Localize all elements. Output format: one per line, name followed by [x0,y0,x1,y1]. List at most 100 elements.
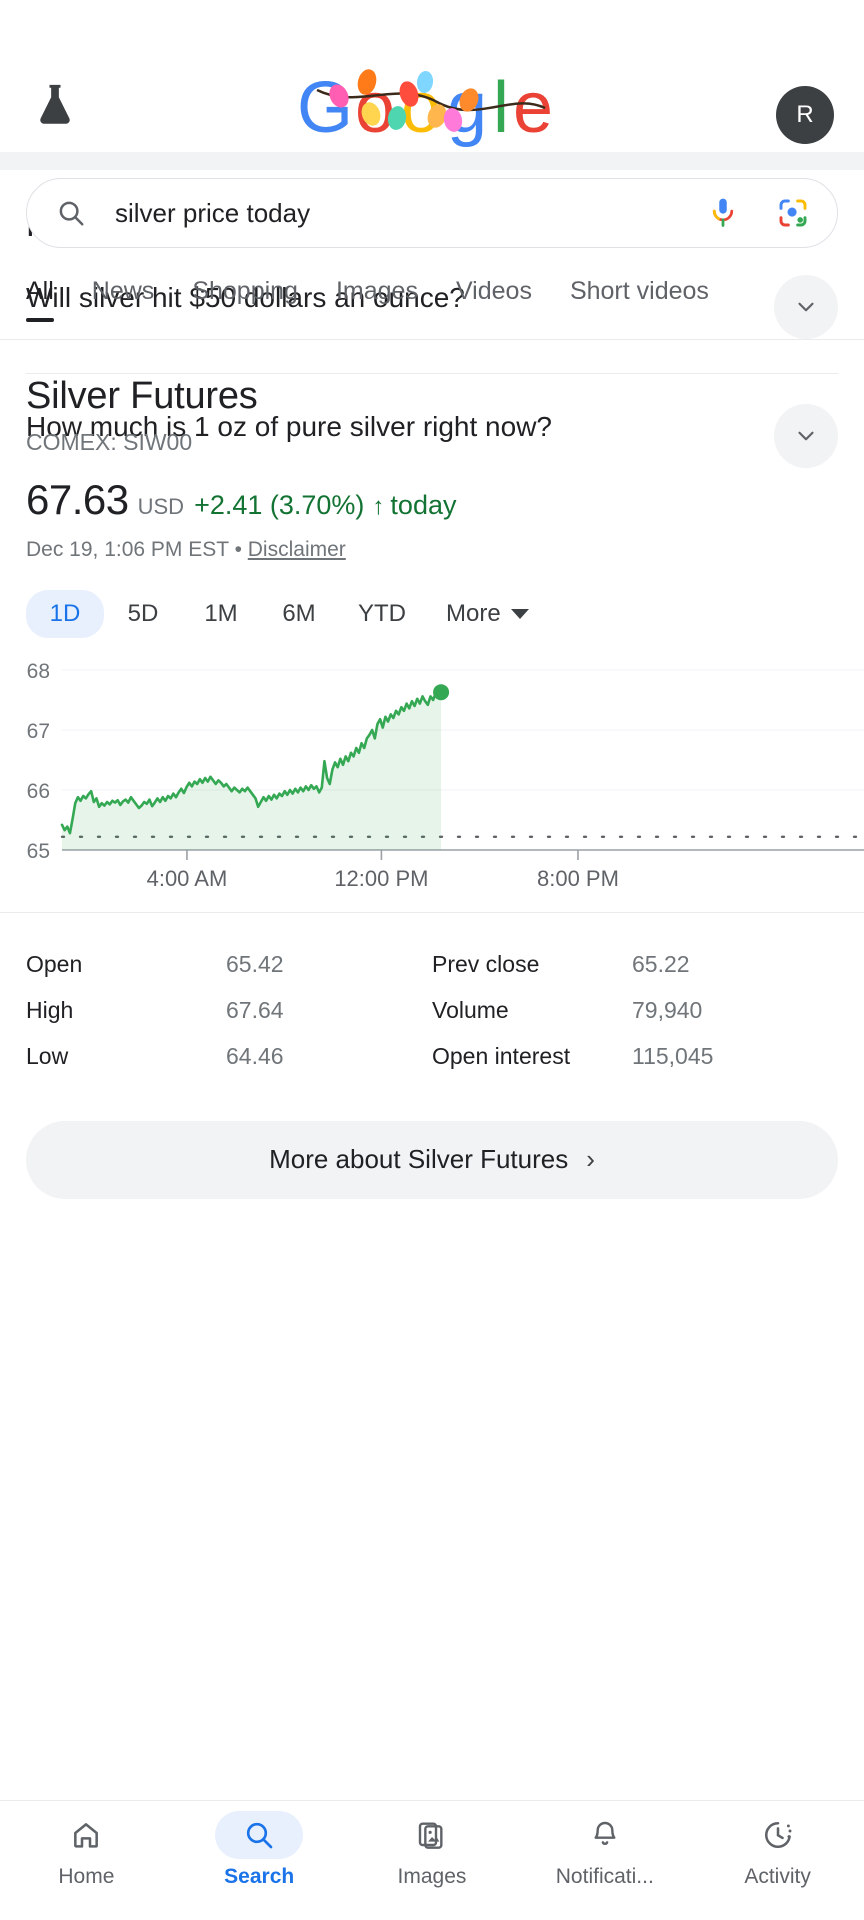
nav-label-home: Home [58,1865,115,1888]
table-row: High 67.64 [26,987,432,1033]
tab-all[interactable]: All [26,270,54,322]
nav-label-images: Images [397,1865,467,1888]
nav-item-images[interactable]: Images [346,1811,519,1889]
price-change: +2.41 (3.70%) [194,489,365,520]
tab-short-videos[interactable]: Short videos [569,277,709,305]
chevron-down-icon [510,608,529,619]
table-row: Prev close 65.22 [432,941,838,987]
y-axis-tick-label: 66 [27,780,50,803]
flask-icon [33,80,77,135]
stats-table: Open 65.42 High 67.64 Low 64.46 Prev clo… [0,913,864,1085]
chart-range-selector[interactable]: 1D 5D 1M 6M YTD More [26,589,838,638]
activity-icon [734,1811,822,1859]
microphone-icon[interactable] [701,191,745,235]
nav-item-home[interactable]: Home [0,1811,173,1889]
google-doodle-logo[interactable]: G o o g l e [0,68,864,148]
stat-label-volume: Volume [432,996,509,1023]
svg-text:l: l [493,68,509,148]
paa-question[interactable]: Will silver hit $50 dollars an ounce? [26,282,465,313]
nav-label-activity: Activity [744,1865,811,1888]
tab-images[interactable]: Images [335,277,418,305]
chevron-down-icon[interactable] [774,404,838,468]
disclaimer-link[interactable]: Disclaimer [247,537,346,561]
svg-text:G: G [297,68,353,148]
price-row: 67.63 USD +2.41 (3.70%) ↑ today [26,476,838,524]
table-row: Open interest 115,045 [432,1033,838,1079]
page-title: Silver Futures [26,375,258,417]
y-axis-tick-label: 68 [27,660,50,683]
nav-label-notifications: Notificati... [555,1865,654,1888]
more-about-button[interactable]: More about Silver Futures › [26,1120,838,1199]
paa-question[interactable]: How much is 1 oz of pure silver right no… [26,411,552,442]
avatar[interactable]: R [776,86,834,144]
table-row: Volume 79,940 [432,987,838,1033]
tab-news[interactable]: News [91,277,155,305]
finance-knowledge-panel: Silver Futures COMEX: SIW00 67.63 USD +2… [0,341,864,1199]
x-axis-tick-label: 8:00 PM [537,866,619,891]
page-header: G o o g l e R [0,0,864,148]
y-axis-tick-label: 65 [27,840,50,863]
labs-flask-button[interactable] [26,78,84,136]
stat-label-prev-close: Prev close [432,950,540,977]
search-bar[interactable]: silver price today [26,178,838,248]
range-1m[interactable]: 1M [204,599,238,627]
stat-label-open-interest: Open interest [432,1042,571,1069]
range-6m[interactable]: 6M [282,599,316,627]
range-ytd[interactable]: YTD [358,599,406,627]
images-icon [388,1811,476,1859]
result-tabs[interactable]: All News Shopping Images Videos Short vi… [0,270,864,340]
chevron-right-icon: › [586,1144,595,1175]
stat-value-low: 64.46 [226,1042,284,1069]
currency-code: USD [137,493,185,519]
table-row: Low 64.46 [26,1033,432,1079]
stat-value-high: 67.64 [226,996,284,1023]
chart-line [60,690,443,835]
tab-videos[interactable]: Videos [455,277,532,305]
bell-icon [561,1811,649,1859]
avatar-initial: R [796,101,814,128]
nav-item-notifications[interactable]: Notificati... [518,1811,691,1889]
nav-label-search: Search [224,1865,295,1888]
stat-label-open: Open [26,950,83,977]
search-input[interactable]: silver price today [115,197,311,228]
search-icon [49,191,93,235]
range-more-button[interactable]: More [426,590,549,638]
bottom-navigation-bar[interactable]: Home Search Images Noti [0,1800,864,1920]
y-axis-tick-label: 67 [27,720,50,743]
quote-timestamp: Dec 19, 1:06 PM EST • Disclaimer [26,538,838,562]
home-icon [42,1811,130,1859]
bullet-separator: • [234,537,242,561]
chart-last-point-marker [433,683,450,700]
stat-value-prev-close: 65.22 [632,950,690,977]
more-about-label: More about Silver Futures [269,1144,569,1175]
stat-label-high: High [26,996,74,1023]
stats-column-right: Prev close 65.22 Volume 79,940 Open inte… [432,941,838,1079]
nav-item-activity[interactable]: Activity [691,1811,864,1889]
current-price: 67.63 [26,475,129,523]
stats-column-left: Open 65.42 High 67.64 Low 64.46 [26,941,432,1079]
stat-value-open: 65.42 [226,950,284,977]
chevron-down-icon[interactable] [774,275,838,339]
chart-divider [0,911,864,913]
list-item[interactable]: Will silver hit $50 dollars an ounce? [26,245,838,374]
trend-up-icon: ↑ [372,492,385,520]
range-1d[interactable]: 1D [26,589,104,638]
range-5d[interactable]: 5D [127,599,159,627]
nav-item-search[interactable]: Search [173,1811,346,1889]
change-period: today [390,489,457,520]
x-axis-tick-label: 12:00 PM [334,866,428,891]
search-icon [215,1811,304,1859]
table-row: Open 65.42 [26,941,432,987]
section-separator [0,152,864,170]
exchange-ticker: COMEX: SIW00 [26,428,193,455]
google-lens-icon[interactable] [771,191,815,235]
x-axis-tick-label: 4:00 AM [147,866,228,891]
list-item[interactable]: How much is 1 oz of pure silver right no… [26,374,838,502]
stat-label-low: Low [26,1042,69,1069]
chart-area-fill [62,691,442,850]
stat-value-volume: 79,940 [632,996,703,1023]
svg-text:e: e [513,68,553,148]
tab-shopping[interactable]: Shopping [192,277,298,305]
